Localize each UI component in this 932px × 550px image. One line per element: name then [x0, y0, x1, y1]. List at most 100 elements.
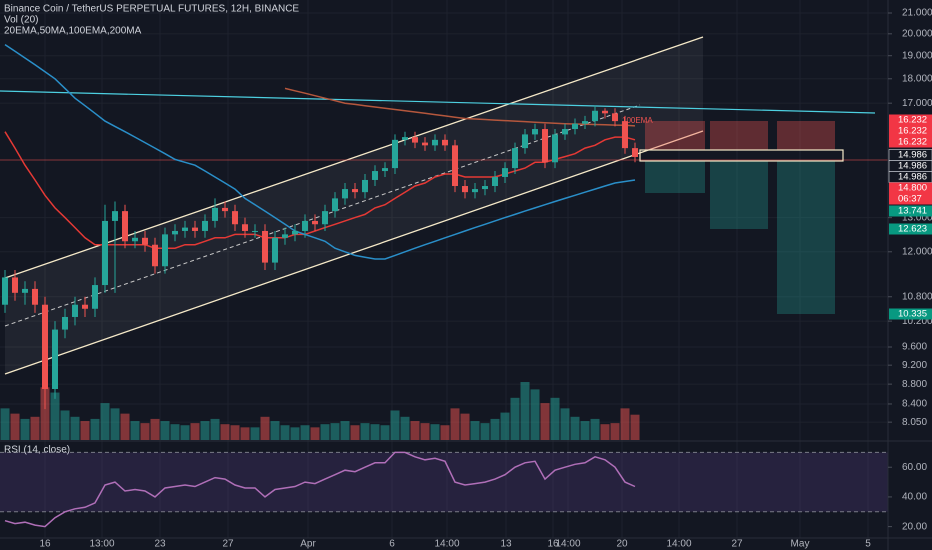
- price-badges: 16.23216.23216.23214.98614.98614.98614.8…: [888, 114, 932, 320]
- candle-body: [392, 139, 398, 169]
- candle-body: [262, 230, 268, 263]
- rsi-line: [4, 451, 636, 528]
- candle-body: [222, 207, 228, 212]
- volume-bar: [420, 423, 430, 440]
- volume-bar: [550, 397, 560, 440]
- volume-bar: [590, 418, 600, 440]
- stop-zone: [777, 121, 835, 150]
- volume-bar: [220, 424, 230, 440]
- candle-body: [82, 304, 88, 309]
- y-tick-label: 10.200: [902, 316, 932, 327]
- candle-body: [272, 237, 278, 263]
- candle-body: [632, 148, 638, 157]
- x-tick-label: 16: [547, 539, 559, 550]
- volume-bar: [80, 421, 90, 440]
- candle-body: [422, 142, 428, 146]
- volume-bar: [360, 423, 370, 440]
- volume-bar: [460, 413, 470, 440]
- volume-bar: [20, 418, 30, 440]
- volume-bar: [580, 421, 590, 440]
- volume-bar: [610, 423, 620, 440]
- price-badge: [889, 125, 932, 137]
- volume-bar: [210, 418, 220, 440]
- volume-bar: [490, 418, 500, 440]
- stop-zone: [645, 121, 705, 150]
- candle-body: [202, 220, 208, 231]
- price-badge-label: 06:37: [898, 194, 922, 205]
- candle-body: [602, 110, 608, 114]
- volume-bar: [290, 427, 300, 440]
- volume-bar: [30, 416, 40, 440]
- rsi-tick-label: 40.00: [902, 492, 927, 503]
- candle-body: [612, 113, 618, 122]
- volume-bar: [410, 421, 420, 440]
- volume-bar: [0, 408, 10, 440]
- candle-body: [592, 110, 598, 122]
- candle-body: [172, 230, 178, 235]
- x-tick-label: 27: [222, 539, 234, 550]
- candle-body: [542, 129, 548, 163]
- candle-body: [22, 288, 28, 293]
- candle-body: [342, 189, 348, 199]
- volume-bar: [40, 387, 50, 440]
- target-zone: [777, 161, 835, 314]
- trend-line: [0, 90, 876, 114]
- chart-title: Binance Coin / TetherUS PERPETUAL FUTURE…: [4, 4, 299, 15]
- x-tick-label: 6: [389, 539, 395, 550]
- candle-body: [102, 220, 108, 286]
- x-tick-label: 20: [616, 539, 628, 550]
- volume-bar: [430, 424, 440, 440]
- price-badge-label: 16.232: [898, 137, 927, 148]
- candle-body: [42, 304, 48, 390]
- candle-body: [552, 134, 558, 163]
- candle-body: [302, 220, 308, 231]
- candle-body: [492, 176, 498, 187]
- candle-body: [332, 198, 338, 212]
- volume-bar: [330, 423, 340, 440]
- volume-bar: [520, 382, 530, 440]
- candle-body: [502, 168, 508, 177]
- volume-bar: [230, 425, 240, 440]
- rsi-band-fill: [0, 452, 888, 512]
- price-badge: [889, 308, 932, 320]
- price-badge-label: 16.232: [898, 115, 927, 126]
- price-badge: [889, 205, 932, 217]
- candle-body: [142, 237, 148, 245]
- volume-bar: [440, 425, 450, 440]
- y-tick-label: 19.000: [902, 50, 932, 61]
- volume-bar: [270, 421, 280, 440]
- candle-body: [192, 227, 198, 231]
- ma-line: [4, 43, 636, 260]
- volume-bar: [180, 425, 190, 440]
- y-tick-label: 17.000: [902, 98, 932, 109]
- candle-body: [2, 277, 8, 305]
- candle-body: [162, 234, 168, 267]
- candle-body: [312, 220, 318, 225]
- axes: 21.000 20.000 19.000 18.000 17.000 13.000 12.0…: [39, 8, 932, 550]
- volume-bar: [170, 424, 180, 440]
- price-badge-label: 16.232: [898, 126, 927, 137]
- y-tick-label: 8.400: [902, 399, 927, 410]
- y-tick-label: 9.200: [902, 360, 927, 371]
- candle-body: [182, 227, 188, 231]
- volume-bar: [600, 424, 610, 440]
- volume-bar: [310, 427, 320, 440]
- volume-bar: [500, 412, 510, 440]
- rsi-tick-label: 60.00: [902, 462, 927, 473]
- channel-lower: [4, 130, 704, 375]
- candle-body: [562, 129, 568, 135]
- candle-body: [472, 189, 478, 193]
- volume-bar: [470, 421, 480, 440]
- volume-bar: [390, 410, 400, 440]
- volume-bar: [120, 413, 130, 440]
- indicators-label: 20EMA,50MA,100EMA,200MA: [4, 26, 142, 37]
- candle-body: [242, 224, 248, 231]
- price-badge: [889, 193, 932, 205]
- volume-bar: [530, 389, 540, 440]
- price-badge-label: 14.986: [898, 161, 927, 172]
- channel-upper: [4, 36, 704, 279]
- candles: [2, 105, 638, 410]
- volume-bar: [370, 424, 380, 440]
- rsi-title: RSI (14, close): [4, 445, 70, 456]
